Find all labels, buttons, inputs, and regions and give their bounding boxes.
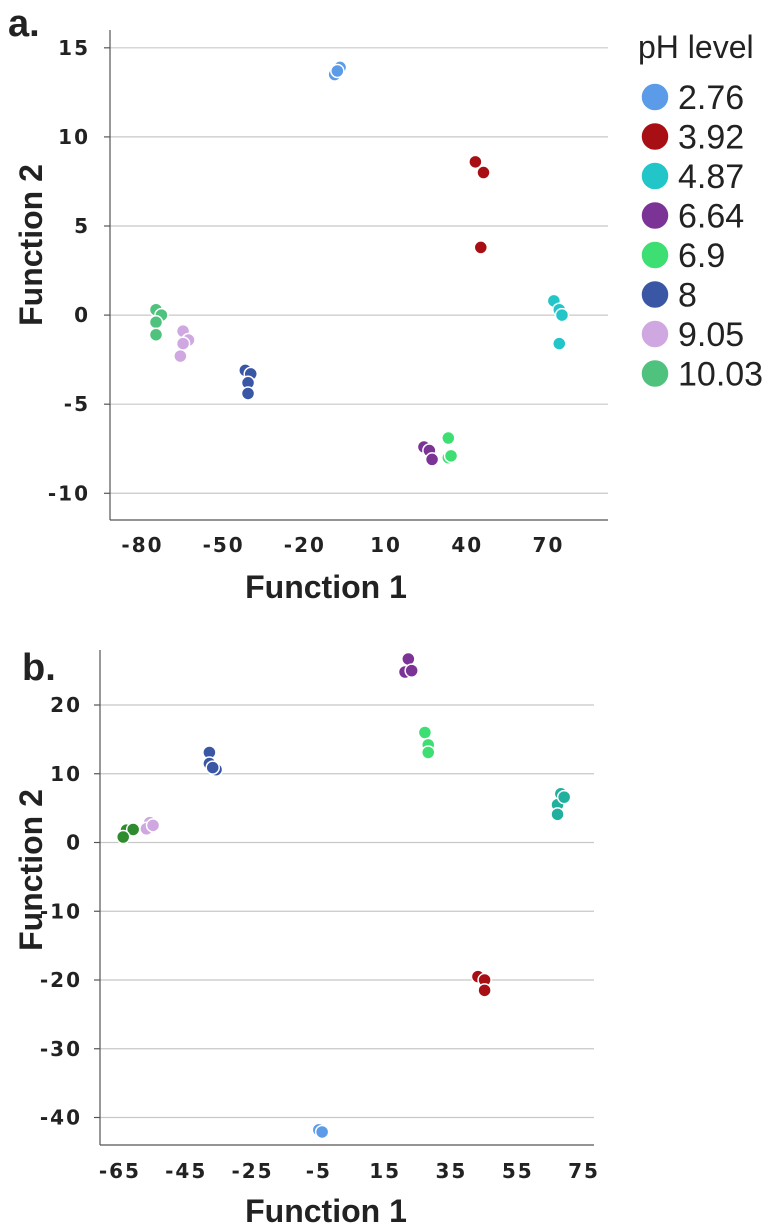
data-point-ph-6.64 xyxy=(404,663,419,678)
data-point-ph-6.9 xyxy=(417,725,433,740)
legend-label: 3.92 xyxy=(678,119,744,157)
y-tick-label: -5 xyxy=(64,392,90,416)
legend-label: 8 xyxy=(678,277,697,315)
legend-marker xyxy=(640,121,670,152)
x-tick-label: 40 xyxy=(451,533,483,557)
x-tick-label: -5 xyxy=(306,1159,332,1183)
y-tick-label: 5 xyxy=(74,214,90,238)
data-point-ph-6.9 xyxy=(420,745,436,760)
y-tick-label: 15 xyxy=(58,36,90,60)
panel-b-label: b. xyxy=(22,647,56,689)
y-tick-label: -30 xyxy=(40,1037,82,1061)
legend-marker xyxy=(640,161,670,191)
panel-b-gridlines xyxy=(100,704,594,1119)
panel-b-y-axis-title: Function 2 xyxy=(13,789,49,951)
data-point-ph-2.76 xyxy=(314,1124,330,1140)
data-point-ph-9.05 xyxy=(173,348,188,364)
x-tick-label: -45 xyxy=(165,1159,207,1183)
panel-b-y-ticks: -40 -30 -20 -10 0 10 20 xyxy=(40,693,100,1130)
legend-label: 10.03 xyxy=(678,356,763,394)
legend-title: pH level xyxy=(638,29,754,65)
data-point-ph-4.87 xyxy=(554,307,570,323)
y-tick-label: 0 xyxy=(66,831,82,855)
y-tick-label: -20 xyxy=(40,968,82,992)
legend-marker xyxy=(640,358,670,389)
legend-label: 6.9 xyxy=(678,237,725,275)
data-point-ph-3.92 xyxy=(477,983,492,998)
panel-a-x-ticks: -80 -50 -20 10 40 70 xyxy=(121,533,565,557)
y-tick-label: -10 xyxy=(48,481,90,505)
panel-b-x-axis-title: Function 1 xyxy=(245,1193,407,1228)
x-tick-label: 55 xyxy=(502,1159,534,1183)
y-tick-label: 10 xyxy=(50,762,82,786)
data-point-ph-3.92 xyxy=(473,240,489,255)
x-tick-label: -65 xyxy=(99,1159,141,1183)
x-tick-label: 70 xyxy=(533,533,565,557)
data-point-ph-6.9 xyxy=(443,448,459,464)
data-point-ph-8 xyxy=(205,760,220,775)
legend-marker xyxy=(640,200,670,231)
legend-label: 6.64 xyxy=(678,198,744,236)
panel-b-x-ticks: -65 -45 -25 -5 15 35 55 75 xyxy=(99,1159,600,1183)
data-point-ph-3.92 xyxy=(468,154,483,170)
y-tick-label: -40 xyxy=(40,1106,82,1130)
y-tick-label: 20 xyxy=(50,693,82,717)
data-point-ph-2.76 xyxy=(330,63,345,79)
legend-marker xyxy=(640,240,670,270)
data-point-ph-4.87 xyxy=(552,336,567,351)
legend-marker xyxy=(640,319,670,349)
legend-label: 9.05 xyxy=(678,316,744,354)
panel-a-label: a. xyxy=(8,3,40,45)
data-point-ph-3.92 xyxy=(476,165,491,180)
data-point-ph-10.03 xyxy=(115,829,131,845)
x-tick-label: -25 xyxy=(231,1159,273,1183)
x-tick-label: 75 xyxy=(568,1159,600,1183)
panel-a-x-axis-title: Function 1 xyxy=(245,569,407,605)
x-tick-label: 15 xyxy=(369,1159,401,1183)
panel-a-y-axis-title: Function 2 xyxy=(13,164,49,326)
legend-marker xyxy=(640,82,670,112)
legend-label: 4.87 xyxy=(678,158,744,196)
data-point-ph-9.05 xyxy=(145,818,161,833)
data-point-ph-4.87 xyxy=(550,807,565,822)
data-point-ph-9.05 xyxy=(175,336,191,351)
data-point-ph-6.9 xyxy=(441,430,456,446)
y-tick-label: 10 xyxy=(58,125,90,149)
legend-label: 2.76 xyxy=(678,79,744,117)
panel-a-gridlines xyxy=(110,47,608,494)
y-tick-label: 0 xyxy=(74,303,90,327)
panel-a-y-ticks: -10 -5 0 5 10 15 xyxy=(48,36,110,505)
data-point-ph-4.87 xyxy=(556,789,572,805)
data-point-ph-10.03 xyxy=(125,822,141,837)
x-tick-label: 10 xyxy=(370,533,402,557)
x-tick-label: -80 xyxy=(121,533,163,557)
y-tick-label: -10 xyxy=(40,899,82,923)
data-point-ph-10.03 xyxy=(148,314,164,330)
legend-marker xyxy=(640,279,670,310)
data-point-ph-10.03 xyxy=(148,327,164,342)
panel-a-points xyxy=(148,60,570,467)
x-tick-label: -50 xyxy=(203,533,245,557)
x-tick-label: -20 xyxy=(284,533,326,557)
data-point-ph-8 xyxy=(240,386,256,401)
panel-b: b. -40 -30 -20 -10 0 10 20 -65 -45 -25 -5 15 35 55 75… xyxy=(13,647,600,1228)
data-point-ph-6.64 xyxy=(424,452,440,467)
panel-b-points xyxy=(115,651,572,1140)
x-tick-label: 35 xyxy=(436,1159,468,1183)
